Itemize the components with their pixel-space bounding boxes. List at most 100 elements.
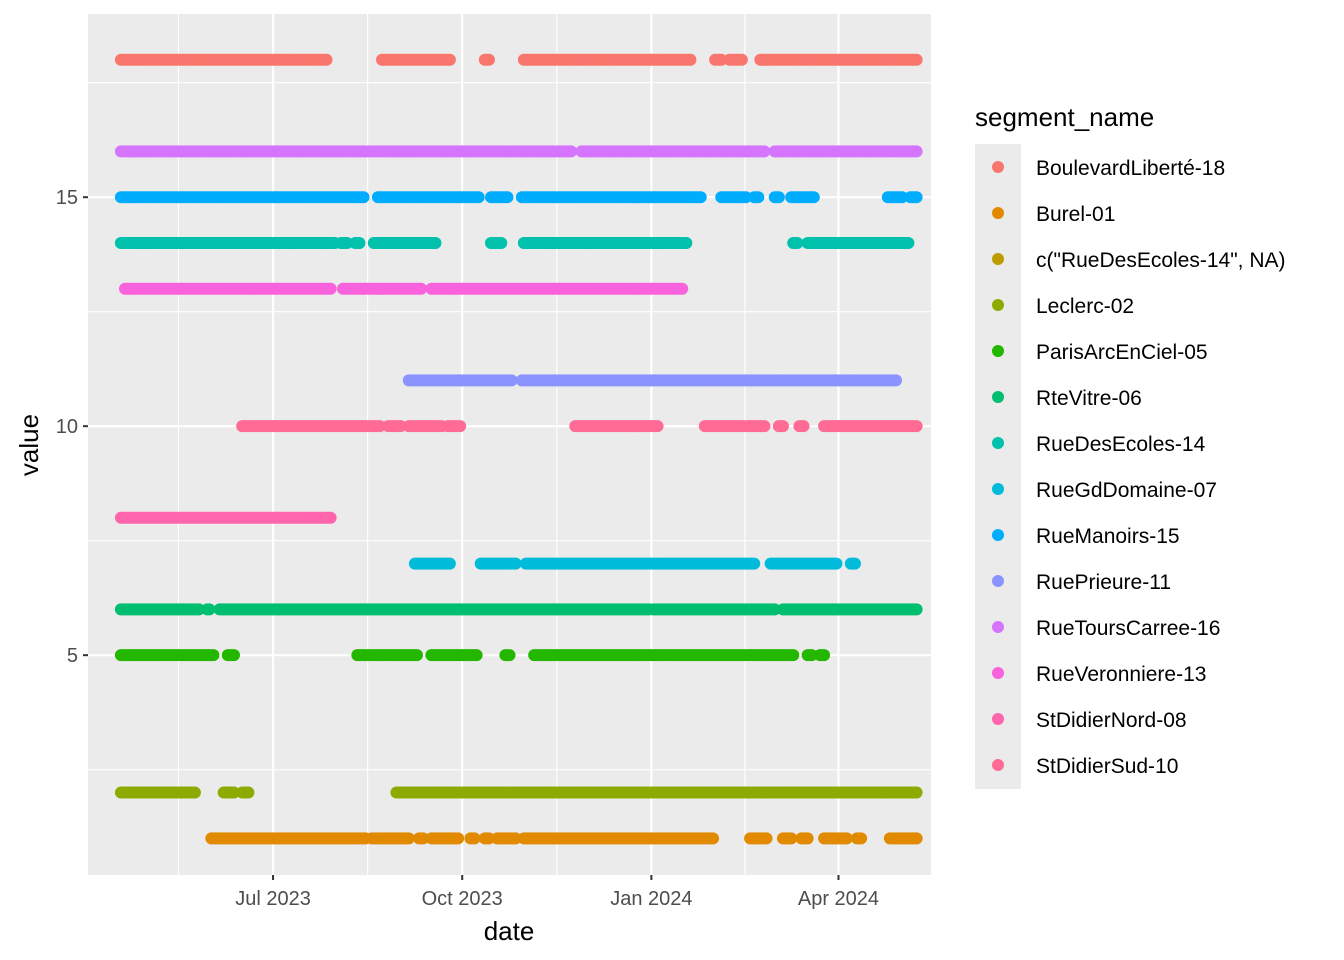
data-point	[429, 236, 442, 249]
data-point	[482, 832, 495, 845]
series-burel-01	[205, 832, 923, 845]
data-point	[910, 53, 923, 66]
legend-label: RueVeronniere-13	[1036, 663, 1206, 686]
legend-key	[992, 667, 1004, 679]
legend-item: StDidierNord-08	[992, 709, 1187, 732]
data-point	[341, 236, 354, 249]
data-point	[242, 786, 255, 799]
legend-key	[992, 299, 1004, 311]
plot-panel	[88, 14, 931, 875]
data-point	[320, 53, 333, 66]
data-point	[739, 191, 752, 204]
minor-gridlines	[88, 14, 931, 875]
data-point	[472, 191, 485, 204]
legend-key	[992, 207, 1004, 219]
data-point	[509, 832, 522, 845]
data-points	[114, 53, 923, 845]
data-point	[203, 603, 216, 616]
legend-title: segment_name	[975, 102, 1154, 132]
data-point	[748, 557, 761, 570]
legend-label: Leclerc-02	[1036, 295, 1134, 318]
legend-item: Burel-01	[992, 203, 1115, 226]
data-point	[651, 420, 664, 433]
legend-label: RueToursCarree-16	[1036, 617, 1220, 640]
legend-item: RueManoirs-15	[992, 525, 1180, 548]
data-point	[797, 420, 810, 433]
data-point	[443, 53, 456, 66]
data-point	[415, 282, 428, 295]
data-point	[324, 282, 337, 295]
series-ruemanoirs-15	[114, 191, 923, 204]
legend-label: StDidierSud-10	[1036, 755, 1178, 778]
legend-label: StDidierNord-08	[1036, 709, 1187, 732]
legend-key	[992, 621, 1004, 633]
data-point	[787, 649, 800, 662]
data-point	[855, 832, 868, 845]
legend-item: ParisArcEnCiel-05	[992, 341, 1208, 364]
data-point	[910, 191, 923, 204]
data-point	[694, 191, 707, 204]
legend-key	[992, 253, 1004, 265]
data-point	[684, 53, 697, 66]
legend-item: BoulevardLiberté-18	[992, 157, 1225, 180]
data-point	[452, 832, 465, 845]
data-point	[373, 420, 386, 433]
data-point	[417, 832, 430, 845]
data-point	[735, 53, 748, 66]
data-point	[324, 511, 337, 524]
series-ruegddomaine-07	[408, 557, 861, 570]
data-point	[353, 236, 366, 249]
series-stdidiersud-10	[236, 420, 923, 433]
legend-label: c("RueDesEcoles-14", NA)	[1036, 249, 1286, 272]
data-point	[505, 374, 518, 387]
legend-item: RuePrieure-11	[992, 571, 1171, 594]
series-rueprieure-11	[402, 374, 903, 387]
data-point	[503, 649, 516, 662]
data-point	[848, 557, 861, 570]
legend-item: RueToursCarree-16	[992, 617, 1220, 640]
legend-item: RteVitre-06	[992, 387, 1142, 410]
data-point	[676, 282, 689, 295]
legend-label: ParisArcEnCiel-05	[1036, 341, 1208, 364]
data-point	[807, 191, 820, 204]
data-point	[840, 832, 853, 845]
data-point	[402, 832, 415, 845]
legend-key	[992, 345, 1004, 357]
series-ruetourscarree-16	[114, 145, 923, 158]
legend-item: StDidierSud-10	[992, 755, 1178, 778]
data-point	[830, 557, 843, 570]
legend-label: RueManoirs-15	[1036, 525, 1180, 548]
data-point	[468, 832, 481, 845]
data-point	[910, 786, 923, 799]
data-point	[357, 191, 370, 204]
y-tick-label: 15	[56, 187, 78, 209]
legend-key	[992, 391, 1004, 403]
x-tick-label: Apr 2024	[798, 888, 879, 910]
legend-item: Leclerc-02	[992, 295, 1134, 318]
legend-key	[992, 437, 1004, 449]
data-point	[394, 420, 407, 433]
data-point	[758, 420, 771, 433]
legend-key	[992, 483, 1004, 495]
legend-key	[992, 575, 1004, 587]
legend-label: RueGdDomaine-07	[1036, 479, 1217, 502]
data-point	[227, 786, 240, 799]
legend: segment_name BoulevardLiberté-18 Burel-01…	[975, 102, 1286, 789]
x-tick-label: Jan 2024	[610, 888, 692, 910]
series-leclerc-02	[114, 786, 923, 799]
data-point	[785, 832, 798, 845]
legend-label: Burel-01	[1036, 203, 1115, 226]
series-boulevardlibert-18	[114, 53, 923, 66]
data-point	[707, 832, 720, 845]
y-axis: 5 10 15	[56, 187, 88, 667]
data-point	[801, 832, 814, 845]
y-axis-title: value	[14, 414, 44, 476]
legend-label: BoulevardLiberté-18	[1036, 157, 1225, 180]
data-point	[818, 649, 831, 662]
data-point	[910, 603, 923, 616]
data-point	[791, 236, 804, 249]
data-point	[776, 420, 789, 433]
data-point	[470, 649, 483, 662]
series-rtevitre-06	[114, 603, 923, 616]
data-point	[680, 236, 693, 249]
